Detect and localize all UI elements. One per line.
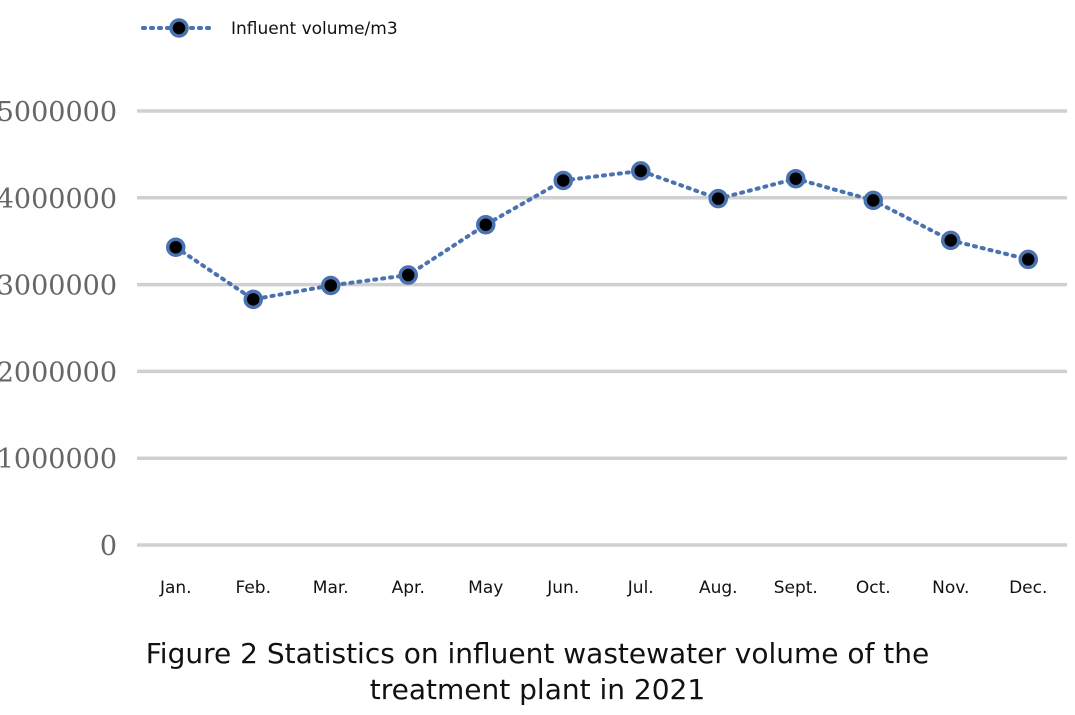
x-tick-label: Mar. bbox=[313, 578, 349, 598]
y-tick-label: 0 bbox=[100, 531, 117, 562]
y-tick-label: 3000000 bbox=[0, 271, 117, 302]
x-tick-label: Aug. bbox=[699, 578, 738, 598]
x-tick-label: Jun. bbox=[546, 578, 579, 598]
legend: Influent volume/m3 bbox=[141, 18, 398, 39]
x-tick-label: Jul. bbox=[627, 578, 654, 598]
data-point bbox=[321, 275, 341, 296]
x-axis-ticks: Jan. Feb. Mar. Apr. May Jun. Jul. Aug. Sept. Oct.… bbox=[159, 578, 1047, 598]
x-tick-label: Nov. bbox=[932, 578, 969, 598]
data-point bbox=[476, 214, 496, 235]
figure-caption: Figure 2 Statistics on influent wastewat… bbox=[145, 637, 930, 706]
series bbox=[166, 161, 1038, 310]
x-tick-label: Jan. bbox=[159, 578, 192, 598]
line-chart: 0 1000000 2000000 3000000 4000000 5000000 Jan… bbox=[0, 18, 1067, 598]
data-point bbox=[786, 168, 806, 189]
series-line bbox=[173, 168, 1031, 302]
data-point bbox=[553, 170, 573, 191]
data-point bbox=[631, 161, 651, 181]
data-point bbox=[1018, 249, 1038, 270]
x-tick-label: Sept. bbox=[774, 578, 818, 598]
data-point bbox=[243, 289, 263, 310]
legend-marker bbox=[169, 18, 189, 38]
y-tick-label: 4000000 bbox=[0, 184, 117, 215]
y-tick-label: 2000000 bbox=[0, 357, 117, 388]
y-tick-label: 1000000 bbox=[0, 444, 117, 475]
x-tick-label: Apr. bbox=[392, 578, 425, 598]
legend-label: Influent volume/m3 bbox=[231, 19, 398, 39]
gridlines bbox=[137, 109, 1067, 547]
data-point bbox=[166, 237, 186, 258]
data-point bbox=[863, 190, 883, 211]
x-tick-label: Feb. bbox=[235, 578, 271, 598]
y-axis-ticks: 0 1000000 2000000 3000000 4000000 5000000 bbox=[0, 97, 117, 562]
x-tick-label: May bbox=[468, 578, 503, 598]
data-point bbox=[708, 188, 728, 209]
data-point bbox=[941, 230, 961, 251]
y-tick-label: 5000000 bbox=[0, 97, 117, 128]
x-tick-label: Oct. bbox=[856, 578, 891, 598]
data-point bbox=[398, 265, 418, 285]
x-tick-label: Dec. bbox=[1009, 578, 1047, 598]
